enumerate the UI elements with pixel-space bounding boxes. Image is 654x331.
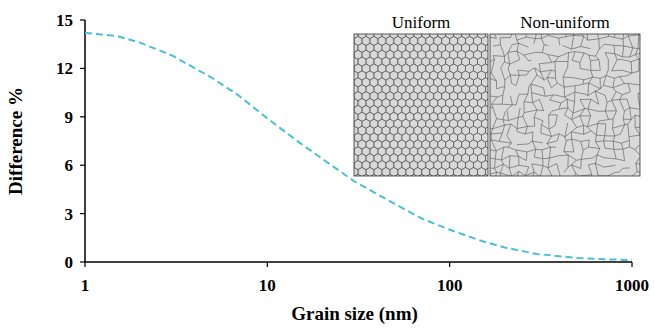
grain-boundaries xyxy=(490,34,640,176)
y-tick-label: 6 xyxy=(65,156,74,175)
y-axis-title: Difference % xyxy=(5,87,26,195)
inset-image xyxy=(490,34,640,176)
y-tick-label: 0 xyxy=(65,253,74,272)
y-tick xyxy=(80,213,85,214)
x-axis xyxy=(85,261,632,263)
x-tick-label: 1 xyxy=(81,276,90,295)
grain-boundaries xyxy=(354,34,488,176)
data-line xyxy=(85,33,632,260)
inset-frame xyxy=(354,34,488,176)
y-tick xyxy=(80,19,85,20)
y-tick xyxy=(80,116,85,117)
x-tick-label: 1000 xyxy=(615,276,649,295)
chart: 0 3 6 9 12 15 1 10 100 1000 Grain size (nm) Differe… xyxy=(0,0,654,331)
plot-area xyxy=(85,33,632,260)
y-tick-label: 12 xyxy=(56,59,73,78)
x-tick-label: 100 xyxy=(437,276,463,295)
y-axis xyxy=(84,20,86,262)
y-tick xyxy=(80,261,85,262)
x-tick xyxy=(449,262,450,267)
inset-frame xyxy=(490,34,640,176)
x-tick-label: 10 xyxy=(259,276,276,295)
x-tick xyxy=(84,262,85,267)
y-tick-label: 9 xyxy=(65,108,74,127)
y-tick-label: 3 xyxy=(65,205,74,224)
inset-image xyxy=(354,34,488,176)
y-tick-label: 15 xyxy=(56,11,73,30)
y-tick xyxy=(80,68,85,69)
x-tick xyxy=(267,262,268,267)
inset-label: Uniform xyxy=(392,13,451,32)
x-axis-title: Grain size (nm) xyxy=(291,303,418,325)
x-tick xyxy=(631,262,632,267)
y-tick xyxy=(80,165,85,166)
inset-label: Non-uniform xyxy=(520,13,610,32)
